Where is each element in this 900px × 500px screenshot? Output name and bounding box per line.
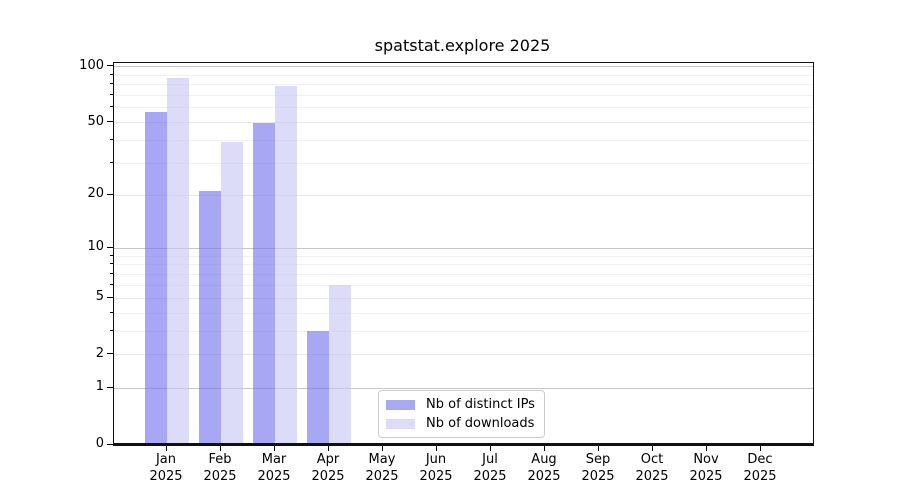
gridline-major bbox=[114, 66, 813, 67]
x-tick-label: May 2025 bbox=[365, 452, 399, 484]
gridline-major bbox=[114, 354, 813, 356]
gridline-minor bbox=[114, 74, 813, 76]
y-tick-label: 10 bbox=[87, 239, 104, 255]
legend-swatch-distinct-ips bbox=[386, 399, 415, 410]
gridline-minor bbox=[114, 273, 813, 275]
y-tick-mark bbox=[107, 193, 113, 195]
y-minor-tick-mark bbox=[110, 254, 113, 256]
y-tick-label: 0 bbox=[95, 436, 104, 451]
chart-title: spatstat.explore 2025 bbox=[374, 36, 551, 55]
x-tick-label: Jun 2025 bbox=[419, 452, 453, 484]
bar-downloads bbox=[167, 77, 189, 445]
y-minor-tick-mark bbox=[110, 83, 113, 85]
x-tick-mark bbox=[273, 446, 275, 451]
gridline-minor bbox=[114, 94, 813, 96]
gridline-minor bbox=[114, 162, 813, 164]
y-minor-tick-mark bbox=[110, 161, 113, 163]
x-tick-label: Dec 2025 bbox=[743, 452, 777, 484]
gridline-minor bbox=[114, 255, 813, 257]
y-minor-tick-mark bbox=[110, 106, 113, 108]
y-tick-mark bbox=[107, 353, 113, 355]
y-tick-mark bbox=[107, 246, 113, 248]
bar-distinct-ips bbox=[145, 111, 167, 445]
y-tick-mark bbox=[107, 443, 113, 445]
y-minor-tick-mark bbox=[110, 311, 113, 313]
y-minor-tick-mark bbox=[110, 93, 113, 95]
x-tick-label: Jul 2025 bbox=[473, 452, 507, 484]
gridline-minor bbox=[114, 84, 813, 86]
y-minor-tick-mark bbox=[110, 272, 113, 274]
y-tick-mark bbox=[107, 121, 113, 123]
legend-label-distinct-ips: Nb of distinct IPs bbox=[426, 397, 535, 412]
x-tick-mark bbox=[597, 446, 599, 451]
x-tick-mark bbox=[489, 446, 491, 451]
y-tick-label: 20 bbox=[87, 186, 104, 202]
y-minor-tick-mark bbox=[110, 329, 113, 331]
y-tick-label: 1 bbox=[95, 379, 104, 395]
x-tick-mark bbox=[705, 446, 707, 451]
x-tick-mark bbox=[165, 446, 167, 451]
gridline-minor bbox=[114, 312, 813, 314]
y-tick-label: 5 bbox=[95, 289, 104, 305]
y-tick-mark bbox=[107, 296, 113, 298]
y-minor-tick-mark bbox=[110, 283, 113, 285]
x-tick-mark bbox=[219, 446, 221, 451]
y-tick-mark bbox=[107, 65, 113, 66]
x-tick-mark bbox=[327, 446, 329, 451]
x-tick-label: Jan 2025 bbox=[149, 452, 183, 484]
x-tick-mark bbox=[651, 446, 653, 451]
bar-downloads bbox=[275, 85, 297, 445]
y-tick-label: 50 bbox=[87, 113, 104, 129]
gridline-minor bbox=[114, 139, 813, 141]
y-minor-tick-mark bbox=[110, 138, 113, 140]
gridline-major bbox=[114, 247, 813, 249]
bar-downloads bbox=[329, 285, 351, 445]
x-tick-label: Oct 2025 bbox=[635, 452, 669, 484]
legend-item-distinct-ips: Nb of distinct IPs bbox=[386, 397, 544, 412]
y-minor-tick-mark bbox=[110, 73, 113, 75]
bar-distinct-ips bbox=[307, 331, 329, 445]
gridline-major bbox=[114, 297, 813, 299]
x-tick-label: Feb 2025 bbox=[203, 452, 237, 484]
x-tick-label: Mar 2025 bbox=[257, 452, 291, 484]
legend-item-downloads: Nb of downloads bbox=[386, 416, 544, 431]
legend-swatch-downloads bbox=[386, 418, 415, 429]
bar-downloads bbox=[221, 142, 243, 445]
gridline-minor bbox=[114, 264, 813, 266]
x-tick-mark bbox=[543, 446, 545, 451]
x-tick-label: Nov 2025 bbox=[689, 452, 723, 484]
x-tick-label: Sep 2025 bbox=[581, 452, 615, 484]
legend: Nb of distinct IPs Nb of downloads bbox=[378, 390, 545, 438]
x-tick-mark bbox=[435, 446, 437, 451]
y-tick-label: 2 bbox=[95, 345, 104, 361]
plot-area bbox=[113, 62, 814, 446]
x-tick-mark bbox=[759, 446, 761, 451]
gridline-minor bbox=[114, 284, 813, 286]
gridline-major bbox=[114, 122, 813, 124]
x-tick-label: Aug 2025 bbox=[527, 452, 561, 484]
bar-distinct-ips bbox=[253, 122, 275, 445]
bar-distinct-ips bbox=[199, 191, 221, 445]
legend-label-downloads: Nb of downloads bbox=[426, 416, 535, 431]
x-tick-mark bbox=[381, 446, 383, 451]
gridline-minor bbox=[114, 330, 813, 332]
x-tick-label: Apr 2025 bbox=[311, 452, 345, 484]
gridline-minor bbox=[114, 107, 813, 109]
x-axis-line bbox=[114, 443, 813, 445]
y-tick-label: 100 bbox=[79, 57, 104, 73]
y-minor-tick-mark bbox=[110, 263, 113, 265]
gridline-major bbox=[114, 194, 813, 196]
gridline-major bbox=[114, 387, 813, 389]
y-tick-mark bbox=[107, 386, 113, 388]
